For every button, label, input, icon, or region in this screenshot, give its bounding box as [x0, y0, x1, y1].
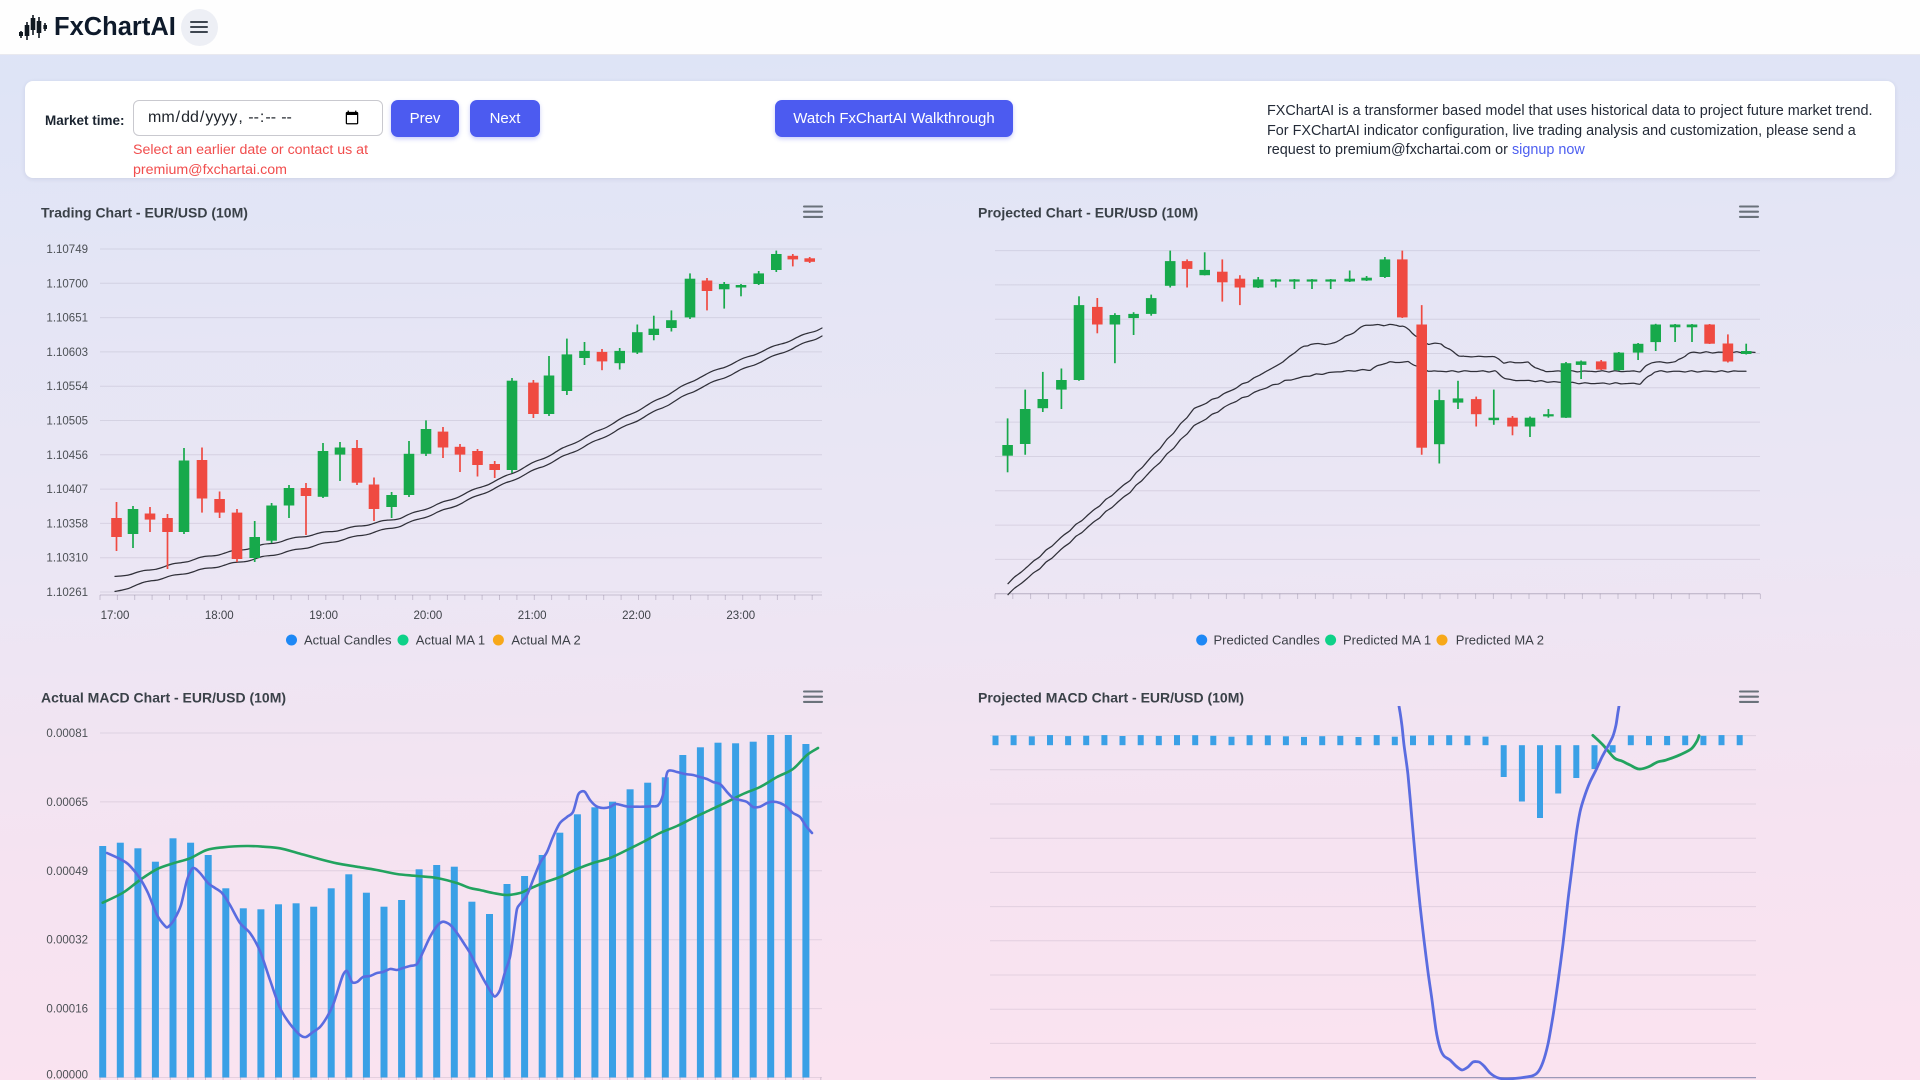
svg-text:Predicted Candles: Predicted Candles: [1214, 633, 1321, 648]
svg-text:Actual MA 2: Actual MA 2: [511, 633, 580, 648]
svg-text:1.10603: 1.10603: [46, 347, 88, 359]
svg-text:1.10310: 1.10310: [46, 553, 88, 565]
svg-text:Predicted MA 2: Predicted MA 2: [1456, 633, 1544, 648]
svg-text:Predicted MA 1: Predicted MA 1: [1343, 633, 1431, 648]
svg-text:19:00: 19:00: [309, 610, 338, 622]
svg-text:1.10749: 1.10749: [46, 244, 88, 256]
svg-text:Actual MACD Chart - EUR/USD (1: Actual MACD Chart - EUR/USD (10M): [41, 690, 286, 706]
svg-text:Actual Candles: Actual Candles: [304, 633, 392, 648]
svg-text:0.00065: 0.00065: [46, 797, 88, 809]
svg-text:23:00: 23:00: [726, 610, 755, 622]
svg-text:Actual MA 1: Actual MA 1: [416, 633, 485, 648]
svg-text:Projected MACD Chart - EUR/USD: Projected MACD Chart - EUR/USD (10M): [978, 690, 1244, 706]
svg-text:0.00032: 0.00032: [46, 935, 88, 947]
svg-text:0.00081: 0.00081: [46, 728, 88, 740]
svg-text:0.00016: 0.00016: [46, 1004, 88, 1016]
svg-text:Projected Chart - EUR/USD (10M: Projected Chart - EUR/USD (10M): [978, 205, 1198, 221]
svg-text:0.00049: 0.00049: [46, 866, 88, 878]
svg-text:20:00: 20:00: [414, 610, 443, 622]
svg-text:0.00000: 0.00000: [46, 1070, 88, 1080]
svg-text:1.10358: 1.10358: [46, 518, 88, 530]
svg-text:1.10456: 1.10456: [46, 450, 88, 462]
svg-text:Trading Chart - EUR/USD (10M): Trading Chart - EUR/USD (10M): [41, 205, 248, 221]
svg-text:1.10651: 1.10651: [46, 313, 88, 325]
svg-text:18:00: 18:00: [205, 610, 234, 622]
svg-text:1.10407: 1.10407: [46, 484, 88, 496]
svg-text:1.10700: 1.10700: [46, 278, 88, 290]
svg-text:1.10505: 1.10505: [46, 416, 88, 428]
svg-text:21:00: 21:00: [518, 610, 547, 622]
svg-text:22:00: 22:00: [622, 610, 651, 622]
svg-text:17:00: 17:00: [101, 610, 130, 622]
svg-text:1.10261: 1.10261: [46, 587, 88, 599]
svg-text:1.10554: 1.10554: [46, 381, 88, 393]
